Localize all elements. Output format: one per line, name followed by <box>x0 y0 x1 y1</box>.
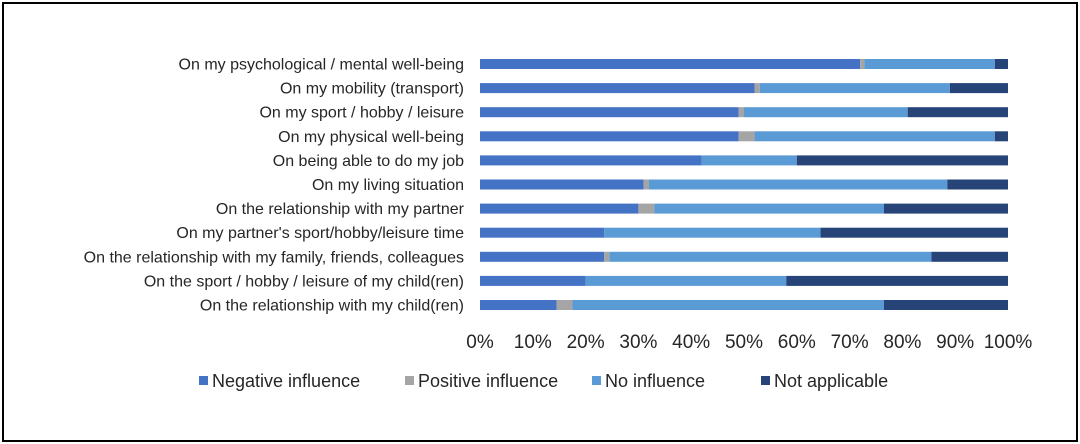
bar-segment-positive-influence <box>738 131 755 142</box>
category-label: On the sport / hobby / leisure of my chi… <box>144 273 464 290</box>
category-label: On my partner's sport/hobby/leisure time <box>176 225 464 242</box>
bar-segment-not-applicable <box>947 179 1008 190</box>
bar-segment-no-influence <box>754 131 995 142</box>
bar-segment-not-applicable <box>820 227 1008 238</box>
category-labels: On my psychological / mental well-being O… <box>84 57 465 315</box>
category-label: On my physical well-being <box>278 129 464 146</box>
category-label: On the relationship with my partner <box>216 201 465 218</box>
bar-segment-not-applicable <box>883 203 1008 214</box>
x-tick-label: 80% <box>883 332 921 353</box>
category-label: On my sport / hobby / leisure <box>259 105 464 122</box>
bar-segment-negative-influence <box>480 203 639 214</box>
bar-segment-no-influence <box>585 275 787 286</box>
x-tick-label: 50% <box>725 332 763 353</box>
category-label: On my living situation <box>312 177 464 194</box>
bar-segment-no-influence <box>744 107 908 118</box>
category-label: On the relationship with my family, frie… <box>84 249 464 266</box>
bar-segment-positive-influence <box>638 203 655 214</box>
x-tick-label: 40% <box>672 332 710 353</box>
bar-segment-negative-influence <box>480 131 739 142</box>
category-label: On being able to do my job <box>273 153 464 170</box>
legend: Negative influence Positive influence No i… <box>199 371 888 391</box>
x-tick-label: 90% <box>936 332 974 353</box>
x-tick-label: 10% <box>514 332 552 353</box>
bar-segment-no-influence <box>654 203 884 214</box>
legend-label: Not applicable <box>774 371 888 391</box>
x-tick-label: 20% <box>567 332 605 353</box>
bar-segment-negative-influence <box>480 107 739 118</box>
legend-swatch <box>761 376 770 385</box>
bar-segment-no-influence <box>759 83 950 94</box>
bar-segment-negative-influence <box>480 83 755 94</box>
bar-segment-not-applicable <box>949 83 1008 94</box>
legend-label: Positive influence <box>418 371 558 391</box>
legend-label: Negative influence <box>212 371 360 391</box>
bar-segment-positive-influence <box>754 83 760 94</box>
bar-segment-positive-influence <box>604 251 610 262</box>
bar-segment-positive-influence <box>738 107 744 118</box>
bar-segment-not-applicable <box>994 59 1008 69</box>
x-tick-label: 100% <box>984 332 1033 353</box>
x-tick-label: 60% <box>778 332 816 353</box>
bar-segment-negative-influence <box>480 179 644 190</box>
legend-swatch <box>592 376 601 385</box>
bar-segment-not-applicable <box>883 300 1008 310</box>
category-label: On my mobility (transport) <box>280 81 464 98</box>
legend-label: No influence <box>605 371 705 391</box>
bar-segment-no-influence <box>701 155 797 166</box>
x-axis-tick-labels: 0% 10% 20% 30% 40% 50% 60% 70% 80% 90% 100% <box>466 332 1032 353</box>
category-label: On the relationship with my child(ren) <box>200 298 464 315</box>
x-tick-label: 30% <box>619 332 657 353</box>
bar-segment-negative-influence <box>480 59 861 69</box>
bar-segment-no-influence <box>648 179 948 190</box>
bar-segment-negative-influence <box>480 300 557 310</box>
legend-swatch <box>199 376 208 385</box>
legend-swatch <box>405 376 414 385</box>
x-tick-label: 70% <box>831 332 869 353</box>
bar-segment-not-applicable <box>796 155 1008 166</box>
bars-layer <box>480 59 1008 310</box>
bar-segment-positive-influence <box>860 59 865 69</box>
bar-segment-not-applicable <box>994 131 1008 142</box>
bar-segment-negative-influence <box>480 251 605 262</box>
bar-segment-negative-influence <box>480 275 586 286</box>
bar-segment-positive-influence <box>643 179 649 190</box>
bar-segment-negative-influence <box>480 155 702 166</box>
bar-segment-no-influence <box>572 300 884 310</box>
bar-segment-no-influence <box>864 59 995 69</box>
bar-segment-negative-influence <box>480 227 605 238</box>
bar-segment-not-applicable <box>907 107 1008 118</box>
bar-segment-not-applicable <box>786 275 1008 286</box>
x-tick-label: 0% <box>466 332 494 353</box>
category-label: On my psychological / mental well-being <box>179 57 464 74</box>
bar-segment-no-influence <box>604 227 821 238</box>
bar-segment-not-applicable <box>931 251 1008 262</box>
bar-segment-no-influence <box>609 251 932 262</box>
bar-segment-positive-influence <box>556 300 573 310</box>
